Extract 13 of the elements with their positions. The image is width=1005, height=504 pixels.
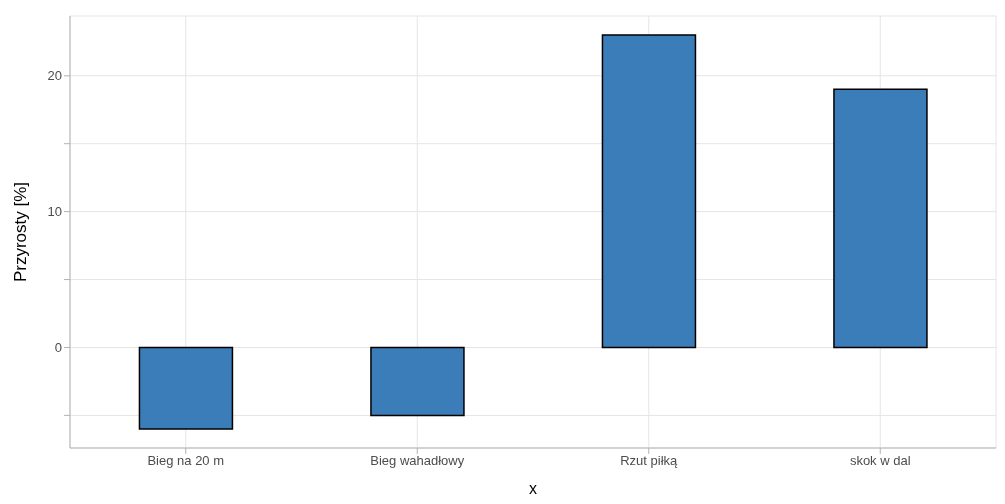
y-tick-label: 20	[47, 68, 62, 84]
x-tick-label: Rzut piłką	[620, 453, 679, 469]
bar	[833, 88, 928, 349]
y-axis-title: Przyrosty [%]	[11, 181, 31, 283]
x-tick-label: Bieg na 20 m	[147, 453, 225, 469]
y-tick-label: 10	[47, 204, 62, 220]
y-tick-label: 0	[54, 340, 62, 356]
x-axis-title: x	[529, 480, 537, 497]
x-tick-label: Bieg wahadłowy	[370, 453, 465, 469]
bar	[601, 34, 697, 349]
bar	[138, 346, 234, 430]
bar	[370, 346, 465, 417]
x-tick-label: skok w dal	[849, 453, 911, 469]
